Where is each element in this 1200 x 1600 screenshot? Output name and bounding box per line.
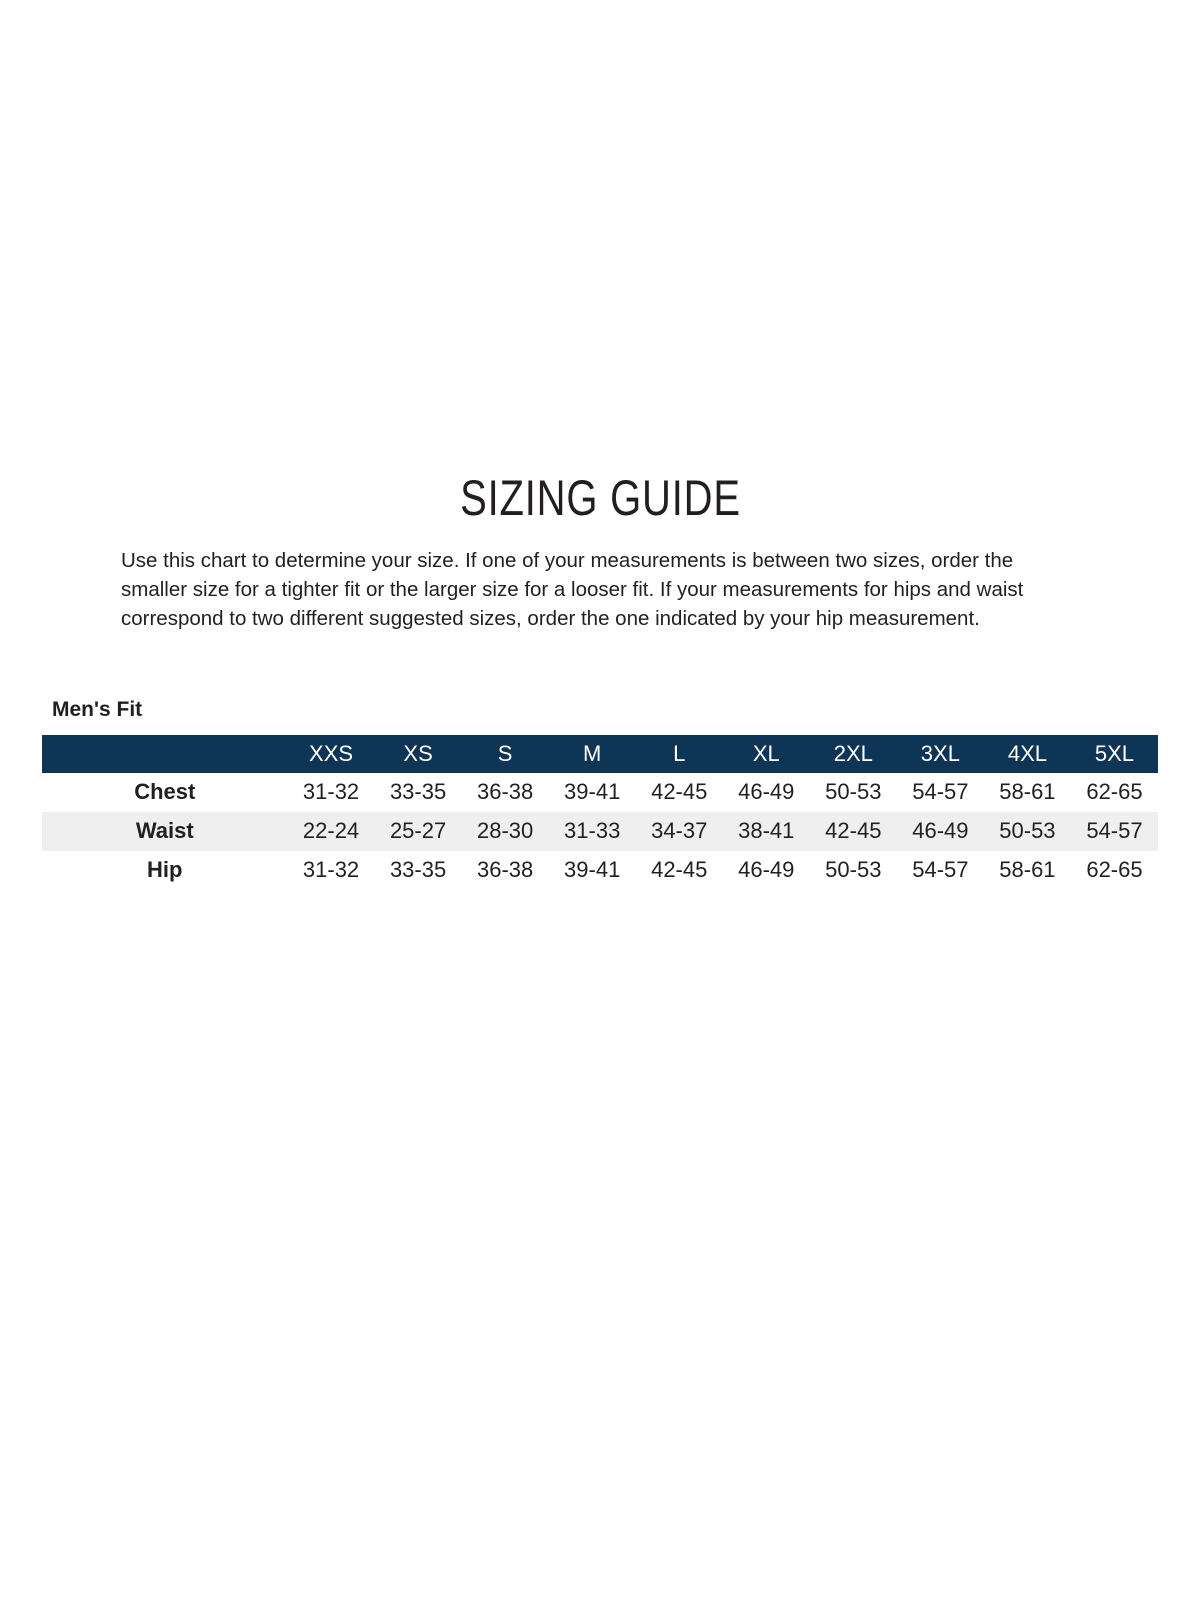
- waist-cell-s: 28-30: [476, 818, 534, 843]
- size-col-header-5xl: 5XL: [1070, 734, 1158, 773]
- chest-cell-m: 39-41: [564, 779, 621, 804]
- hip-cell-m: 39-41: [564, 857, 621, 882]
- page-title-text: SIZING GUIDE: [459, 470, 741, 526]
- chest-cell-xs: 33-35: [389, 779, 447, 804]
- hip-cell-s: 36-38: [476, 857, 534, 882]
- hip-cell-2xl: 50-53: [825, 857, 882, 882]
- size-col-header-xxs: XXS: [287, 734, 375, 773]
- size-col-header-l: L: [635, 734, 723, 773]
- hip-cell-5xl: 62-65: [1086, 857, 1143, 882]
- table-row-chest: Chest 31-32 33-35 36-38 39-41 42-45 46-4…: [42, 773, 1158, 812]
- chest-cell-3xl: 54-57: [912, 779, 969, 804]
- waist-cell-xs: 25-27: [389, 818, 447, 843]
- size-col-header-xl: XL: [722, 734, 810, 773]
- waist-cell-l: 34-37: [651, 818, 708, 843]
- waist-cell-2xl: 42-45: [825, 818, 882, 843]
- row-label-waist: Waist: [135, 818, 194, 843]
- table-row-waist: Waist 22-24 25-27 28-30 31-33 34-37 38-4…: [42, 811, 1158, 851]
- hip-cell-xs: 33-35: [389, 857, 447, 882]
- chest-cell-xxs: 31-32: [302, 779, 360, 804]
- hip-cell-4xl: 58-61: [999, 857, 1056, 882]
- chest-cell-xl: 46-49: [738, 779, 795, 804]
- page-title: SIZING GUIDE: [0, 470, 1200, 528]
- chest-cell-4xl: 58-61: [999, 779, 1056, 804]
- waist-cell-m: 31-33: [564, 818, 621, 843]
- waist-cell-xl: 38-41: [738, 818, 795, 843]
- size-col-header-s: S: [461, 734, 549, 773]
- row-label-hip: Hip: [147, 857, 183, 882]
- hip-cell-l: 42-45: [651, 857, 708, 882]
- intro-text: Use this chart to determine your size. I…: [121, 548, 1024, 630]
- size-header-row: XXS XS S M L XL 2XL 3XL 4XL 5XL: [42, 734, 1158, 773]
- waist-cell-3xl: 46-49: [912, 818, 969, 843]
- row-label-chest: Chest: [134, 779, 196, 804]
- size-col-header-2xl: 2XL: [809, 734, 897, 773]
- chest-cell-s: 36-38: [476, 779, 534, 804]
- size-col-header-4xl: 4XL: [983, 734, 1071, 773]
- size-col-header-xs: XS: [374, 734, 462, 773]
- section-label-mens-fit: Men's Fit: [52, 697, 143, 721]
- size-col-header-m: M: [548, 734, 636, 773]
- waist-cell-5xl: 54-57: [1086, 818, 1143, 843]
- hip-cell-xxs: 31-32: [302, 857, 360, 882]
- header-spacer-cell: [42, 734, 288, 773]
- chest-cell-2xl: 50-53: [825, 779, 882, 804]
- chest-cell-l: 42-45: [651, 779, 708, 804]
- waist-cell-4xl: 50-53: [999, 818, 1056, 843]
- hip-cell-3xl: 54-57: [912, 857, 969, 882]
- mens-fit-section: Men's Fit XXS XS S M L XL 2XL 3XL 4X: [42, 697, 1158, 890]
- table-row-hip: Hip 31-32 33-35 36-38 39-41 42-45 46-49 …: [42, 851, 1158, 890]
- sizing-guide-page: SIZING GUIDE Use this chart to determine…: [0, 470, 1200, 890]
- waist-cell-xxs: 22-24: [302, 818, 360, 843]
- chest-cell-5xl: 62-65: [1086, 779, 1143, 804]
- mens-fit-size-table: XXS XS S M L XL 2XL 3XL 4XL 5XL Chest 31…: [42, 734, 1158, 890]
- size-col-header-3xl: 3XL: [896, 734, 984, 773]
- hip-cell-xl: 46-49: [738, 857, 795, 882]
